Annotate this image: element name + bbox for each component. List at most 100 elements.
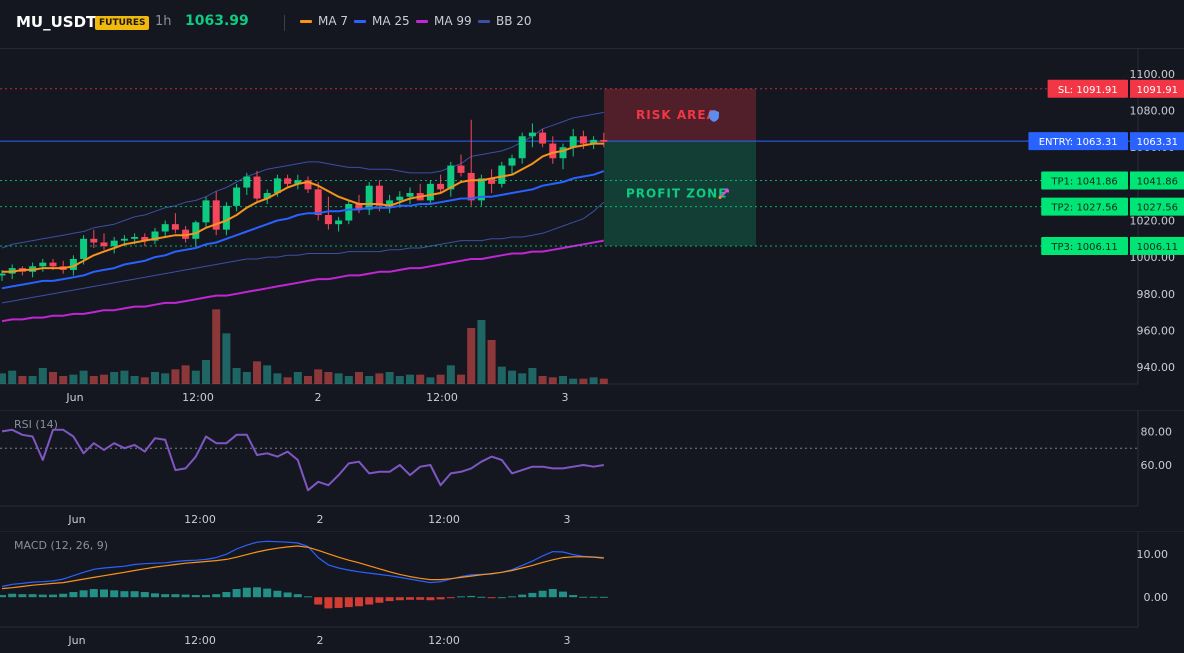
macd-hist-bar <box>589 596 598 598</box>
volume-bar <box>559 376 567 384</box>
price-tick-label: 1080.00 <box>1130 105 1176 118</box>
symbol-name[interactable]: MU_USDT <box>16 13 97 31</box>
candle-body <box>90 238 98 243</box>
volume-bar <box>253 361 261 384</box>
candle-body <box>386 200 394 206</box>
macd-hist-bar <box>518 594 527 598</box>
volume-bar <box>426 377 435 384</box>
tp2-price-label: 1027.56 <box>1137 203 1178 214</box>
profit-zone-box[interactable] <box>604 141 756 246</box>
ma25-swatch <box>354 20 366 23</box>
time-tick-label: Jun <box>67 634 85 647</box>
macd-hist-bar <box>79 590 88 598</box>
time-axis[interactable]: Jun 12:00 2 12:00 3 <box>65 391 568 404</box>
candle-body <box>559 147 567 159</box>
legend-bb20-label: BB 20 <box>496 14 532 28</box>
volume-bar <box>273 373 282 384</box>
candle-body <box>539 132 547 144</box>
entry-tag-box <box>1028 132 1128 151</box>
legend-ma99[interactable]: MA 99 <box>416 14 472 28</box>
macd-hist-bar <box>579 596 588 598</box>
legend-ma7[interactable]: MA 7 <box>300 14 348 28</box>
candle-body <box>477 178 485 201</box>
candle-body <box>579 136 587 144</box>
candle-body <box>39 262 47 267</box>
macd-hist-bar <box>416 597 425 600</box>
timeframe-label[interactable]: 1h <box>155 14 172 29</box>
macd-hist-bar <box>548 589 557 598</box>
candle-body <box>508 158 516 166</box>
candle-body <box>528 132 536 137</box>
volume-bar <box>59 376 68 384</box>
volume-bar <box>202 360 210 384</box>
sl-price-box <box>1130 79 1184 98</box>
tp2-tag-label: TP2: 1027.56 <box>1050 203 1117 214</box>
macd-hist-bar <box>426 597 435 601</box>
macd-tick-label: 10.00 <box>1137 548 1169 561</box>
macd-hist-bar <box>161 594 170 598</box>
candle-body <box>243 176 251 188</box>
price-tick-label: 960.00 <box>1137 324 1176 337</box>
volume-bar <box>355 372 363 384</box>
macd-hist-bar <box>38 594 47 598</box>
price-chart-pane[interactable]: RISK AREA PROFIT ZONE 1100.001080.001060… <box>0 49 1184 409</box>
risk-area-box[interactable] <box>604 88 756 142</box>
macd-hist-bar <box>487 597 496 599</box>
legend-ma99-label: MA 99 <box>434 14 472 28</box>
volume-bar <box>589 377 598 384</box>
candle-body <box>202 200 210 223</box>
volume-bar <box>304 376 312 384</box>
time-tick-label: 12:00 <box>428 634 460 647</box>
time-tick-label: 3 <box>562 391 569 404</box>
volume-bar <box>314 369 323 384</box>
candle-body <box>304 180 312 190</box>
volume-bar <box>283 377 292 384</box>
candle-body <box>192 222 200 239</box>
volume-bar <box>140 377 149 384</box>
candle-body <box>212 200 220 230</box>
volume-bar <box>100 374 108 384</box>
macd-hist-bar <box>0 595 6 598</box>
volume-bar <box>497 366 506 384</box>
candle-body <box>447 165 455 190</box>
sl-tag-box <box>1047 79 1128 98</box>
bb-lower-band <box>1 201 605 304</box>
macd-hist-bar <box>406 597 414 600</box>
entry-price-label: 1063.31 <box>1137 137 1178 148</box>
macd-hist-bar <box>222 592 231 598</box>
futures-badge: FUTURES <box>95 16 150 30</box>
tp3-tag-label: TP3: 1006.11 <box>1050 242 1117 253</box>
macd-pane[interactable]: MACD (12, 26, 9) 10.00 0.00 Jun 12:00 2 12:0… <box>0 531 1184 653</box>
volume-bar <box>365 376 374 384</box>
ma99-series-line <box>1 239 604 323</box>
macd-axis: 10.00 0.00 <box>1137 548 1169 604</box>
candle-body <box>406 193 414 197</box>
tp3-price-box <box>1130 236 1184 255</box>
macd-hist-bar <box>242 587 251 598</box>
tp1-price-box <box>1130 171 1184 190</box>
volume-bar <box>69 374 78 384</box>
volume-bar <box>130 376 139 384</box>
header-divider <box>284 15 285 31</box>
volume-bar <box>334 373 343 384</box>
legend-bb20[interactable]: BB 20 <box>478 14 532 28</box>
candle-body <box>233 187 241 206</box>
macd-hist-bar <box>69 592 78 598</box>
price-axis[interactable]: 1100.001080.001060.001040.001020.001000.… <box>1130 68 1176 374</box>
volume-bar <box>569 378 578 384</box>
volume-bar <box>395 376 404 384</box>
macd-title: MACD (12, 26, 9) <box>14 539 108 552</box>
candle-body <box>365 185 373 210</box>
rsi-pane[interactable]: RSI (14) 80.00 60.00 Jun 12:00 2 12:00 3 <box>0 410 1184 530</box>
macd-hist-bar <box>314 597 323 605</box>
ma7-line <box>2 142 604 273</box>
macd-hist-bar <box>375 597 384 603</box>
rsi-pane-background <box>0 410 1184 530</box>
level-lines <box>0 88 1138 247</box>
macd-hist-bar <box>467 595 476 598</box>
macd-hist-bar <box>253 587 261 598</box>
candle-body <box>457 165 465 173</box>
macd-hist-bar <box>283 592 292 598</box>
legend-ma25[interactable]: MA 25 <box>354 14 410 28</box>
volume-bar <box>406 374 414 384</box>
